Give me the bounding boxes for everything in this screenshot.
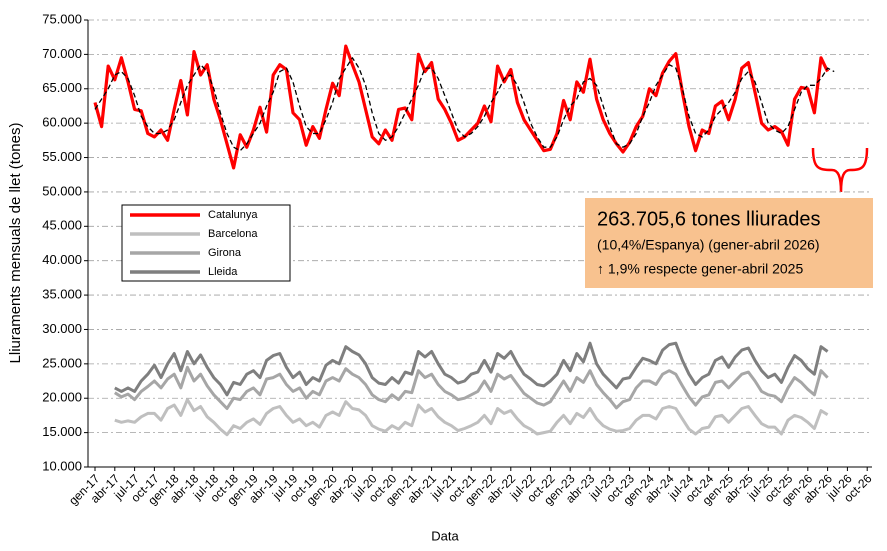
- annotation-box: [585, 198, 873, 288]
- y-tick-label: 75.000: [42, 11, 82, 26]
- y-tick-label: 45.000: [42, 218, 82, 233]
- series-line: [113, 365, 829, 410]
- y-tick-label: 50.000: [42, 183, 82, 198]
- y-axis-label: Lliuraments mensuals de llet (tones): [7, 123, 24, 364]
- y-tick-label: 55.000: [42, 149, 82, 164]
- y-tick-label: 40.000: [42, 252, 82, 267]
- legend: Catalunya Barcelona Girona Lleida: [121, 204, 291, 282]
- series-line: [93, 44, 830, 170]
- y-tick-label: 65.000: [42, 80, 82, 95]
- y-tick-label: 30.000: [42, 321, 82, 336]
- legend-box: [121, 204, 291, 282]
- legend-label: Girona: [208, 247, 242, 259]
- x-axis-label: Data: [431, 528, 459, 543]
- annotation: 263.705,6 tones lliurades (10,4%/Espanya)…: [585, 198, 873, 288]
- y-tick-label: 70.000: [42, 46, 82, 61]
- y-tick-label: 35.000: [42, 287, 82, 302]
- legend-label: Lleida: [208, 266, 238, 278]
- annotation-text: (10,4%/Espanya) (gener-abril 2026): [597, 237, 820, 253]
- trend-line: [94, 57, 835, 152]
- legend-label: Barcelona: [208, 228, 258, 240]
- series-line: [114, 398, 829, 437]
- y-tick-label: 15.000: [42, 424, 82, 439]
- legend-label: Catalunya: [208, 209, 258, 221]
- y-tick-label: 60.000: [42, 115, 82, 130]
- y-tick-label: 20.000: [42, 390, 82, 405]
- y-tick-label: 25.000: [42, 355, 82, 370]
- series-line: [114, 341, 829, 397]
- annotation-text: ↑ 1,9% respecte gener-abril 2025: [597, 261, 803, 277]
- annotation-text: 263.705,6 tones lliurades: [597, 208, 821, 230]
- y-tick-label: 10.000: [42, 458, 82, 473]
